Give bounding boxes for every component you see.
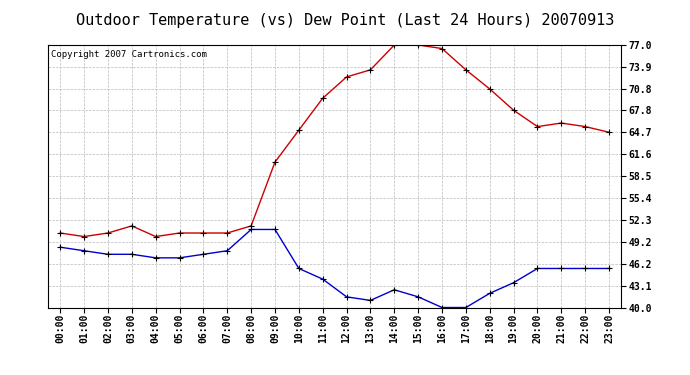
Text: Outdoor Temperature (vs) Dew Point (Last 24 Hours) 20070913: Outdoor Temperature (vs) Dew Point (Last… [76,13,614,28]
Text: Copyright 2007 Cartronics.com: Copyright 2007 Cartronics.com [51,50,207,59]
